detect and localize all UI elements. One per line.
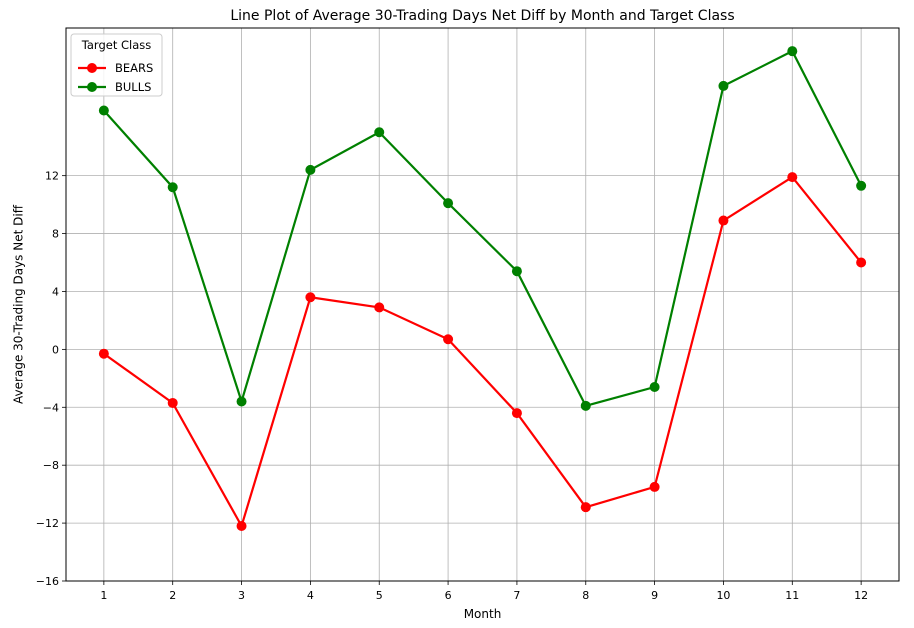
data-point-bears	[856, 257, 867, 268]
x-tick-label: 2	[169, 589, 176, 602]
x-tick-label: 4	[307, 589, 314, 602]
legend-label-bears: BEARS	[115, 61, 153, 75]
legend-box	[70, 33, 163, 97]
plot-frame	[65, 27, 900, 582]
data-point-bears	[374, 302, 385, 313]
x-tick-label: 11	[785, 589, 799, 602]
y-tick-label: −12	[36, 517, 59, 530]
data-point-bears	[167, 397, 178, 408]
x-tick-label: 6	[445, 589, 452, 602]
data-point-bulls	[374, 127, 385, 138]
data-point-bears	[718, 215, 729, 226]
x-tick-label: 12	[854, 589, 868, 602]
y-tick-label: −8	[43, 459, 59, 472]
y-tick-label: 12	[45, 170, 59, 183]
data-point-bulls	[305, 164, 316, 175]
data-point-bulls	[718, 80, 729, 91]
data-point-bears	[305, 292, 316, 303]
legend-label-bulls: BULLS	[115, 80, 151, 94]
data-point-bulls	[98, 105, 109, 116]
data-point-bears	[787, 172, 798, 183]
legend-marker-bulls	[87, 82, 97, 92]
y-tick-label: 0	[52, 343, 59, 356]
data-point-bears	[649, 481, 660, 492]
y-axis-label: Average 30-Trading Days Net Diff	[12, 204, 26, 404]
x-tick-label: 1	[100, 589, 107, 602]
x-tick-label: 8	[582, 589, 589, 602]
data-point-bulls	[856, 180, 867, 191]
data-point-bears	[511, 408, 522, 419]
legend: Target Class BEARS BULLS	[70, 33, 163, 97]
series-line-bears	[103, 175, 862, 529]
data-point-bulls	[580, 400, 591, 411]
data-point-bulls	[649, 382, 660, 393]
data-point-bulls	[787, 46, 798, 57]
y-tick-label: 8	[52, 228, 59, 241]
y-tick-label: −16	[36, 575, 59, 588]
x-tick-label: 10	[716, 589, 730, 602]
chart-title: Line Plot of Average 30-Trading Days Net…	[230, 8, 734, 24]
y-tick-label: 4	[52, 285, 59, 298]
legend-marker-bears	[87, 63, 97, 73]
data-point-bulls	[236, 396, 247, 407]
series-layer	[98, 46, 867, 531]
data-point-bears	[443, 334, 454, 345]
y-tick-label: −4	[43, 401, 59, 414]
data-point-bulls	[511, 266, 522, 277]
data-point-bulls	[443, 198, 454, 209]
x-axis-label: Month	[464, 607, 502, 621]
x-tick-label: 5	[376, 589, 383, 602]
legend-title: Target Class	[81, 38, 152, 52]
grid	[66, 28, 899, 582]
x-tick-label: 9	[651, 589, 658, 602]
data-point-bulls	[167, 182, 178, 193]
series-line-bulls	[103, 49, 863, 408]
data-point-bears	[580, 502, 591, 513]
data-point-bears	[98, 348, 109, 359]
x-tick-label: 3	[238, 589, 245, 602]
x-tick-label: 7	[513, 589, 520, 602]
data-point-bears	[236, 520, 247, 531]
